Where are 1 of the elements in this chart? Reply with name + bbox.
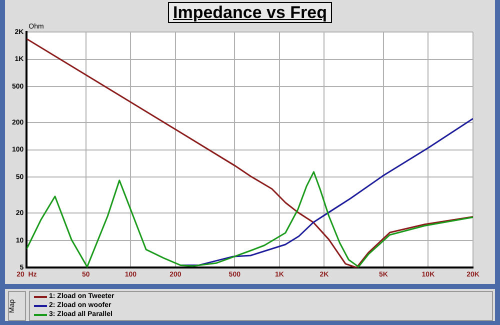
chart-title: Impedance vs Freq <box>168 2 332 23</box>
